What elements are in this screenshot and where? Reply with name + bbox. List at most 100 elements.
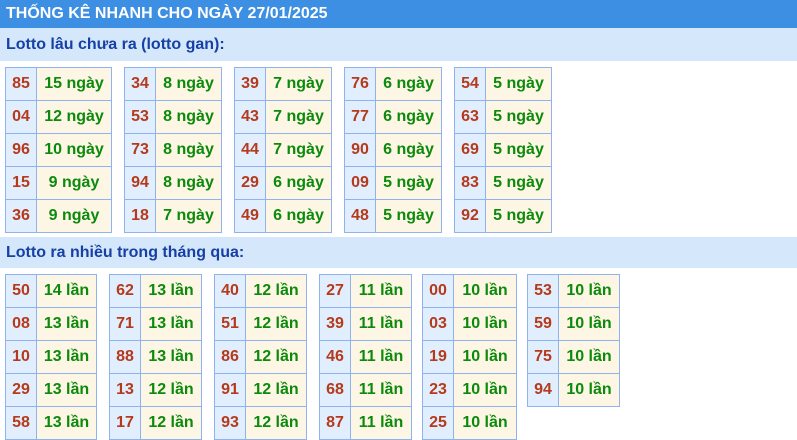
count-cell: 10 lần: [453, 406, 517, 440]
table-row: 87 11 lần: [319, 406, 412, 440]
count-cell: 10 lần: [558, 373, 620, 407]
number-cell: 50: [5, 274, 37, 308]
count-cell: 14 lần: [36, 274, 97, 308]
count-cell: 13 lần: [36, 373, 97, 407]
count-cell: 10 lần: [558, 340, 620, 374]
count-cell: 5 ngày: [485, 100, 552, 134]
number-cell: 18: [124, 199, 156, 233]
table-row: 71 13 lần: [109, 307, 202, 341]
table-row: 76 6 ngày: [344, 67, 442, 101]
number-cell: 76: [344, 67, 376, 101]
table-row: 10 13 lần: [5, 340, 97, 374]
count-cell: 13 lần: [140, 274, 202, 308]
table-row: 51 12 lần: [214, 307, 307, 341]
count-cell: 5 ngày: [485, 199, 552, 233]
number-cell: 39: [319, 307, 351, 341]
table-row: 94 8 ngày: [124, 166, 222, 200]
count-cell: 6 ngày: [375, 67, 442, 101]
number-cell: 87: [319, 406, 351, 440]
table-row: 23 10 lần: [422, 373, 517, 407]
number-cell: 63: [454, 100, 486, 134]
gan-table: 85 15 ngày 04 12 ngày 96 10 ngày 15 9 ngày 36 9 n…: [5, 67, 112, 233]
number-cell: 71: [109, 307, 141, 341]
number-cell: 39: [234, 67, 266, 101]
table-row: 25 10 lần: [422, 406, 517, 440]
count-cell: 5 ngày: [485, 166, 552, 200]
count-cell: 8 ngày: [155, 166, 222, 200]
number-cell: 93: [214, 406, 246, 440]
count-cell: 15 ngày: [36, 67, 112, 101]
table-row: 62 13 lần: [109, 274, 202, 308]
number-cell: 08: [5, 307, 37, 341]
count-cell: 12 lần: [140, 406, 202, 440]
table-row: 48 5 ngày: [344, 199, 442, 233]
table-row: 40 12 lần: [214, 274, 307, 308]
number-cell: 75: [527, 340, 559, 374]
table-row: 94 10 lần: [527, 373, 620, 407]
gan-table: 76 6 ngày 77 6 ngày 90 6 ngày 09 5 ngày 48 5 ngày: [344, 67, 442, 233]
table-row: 91 12 lần: [214, 373, 307, 407]
number-cell: 88: [109, 340, 141, 374]
number-cell: 23: [422, 373, 454, 407]
table-row: 03 10 lần: [422, 307, 517, 341]
count-cell: 6 ngày: [265, 199, 332, 233]
table-row: 39 7 ngày: [234, 67, 332, 101]
number-cell: 15: [5, 166, 37, 200]
number-cell: 40: [214, 274, 246, 308]
number-cell: 73: [124, 133, 156, 167]
count-cell: 9 ngày: [36, 166, 112, 200]
number-cell: 92: [454, 199, 486, 233]
count-cell: 6 ngày: [265, 166, 332, 200]
table-row: 50 14 lần: [5, 274, 97, 308]
count-cell: 6 ngày: [375, 100, 442, 134]
number-cell: 96: [5, 133, 37, 167]
table-row: 83 5 ngày: [454, 166, 552, 200]
table-row: 58 13 lần: [5, 406, 97, 440]
table-row: 00 10 lần: [422, 274, 517, 308]
count-cell: 7 ngày: [265, 67, 332, 101]
table-row: 09 5 ngày: [344, 166, 442, 200]
number-cell: 10: [5, 340, 37, 374]
frequent-table: 62 13 lần 71 13 lần 88 13 lần 13 12 lần 17 12 lần: [109, 274, 202, 440]
count-cell: 11 lần: [350, 274, 412, 308]
count-cell: 7 ngày: [155, 199, 222, 233]
table-row: 93 12 lần: [214, 406, 307, 440]
count-cell: 11 lần: [350, 406, 412, 440]
table-row: 15 9 ngày: [5, 166, 112, 200]
number-cell: 44: [234, 133, 266, 167]
number-cell: 94: [124, 166, 156, 200]
table-row: 86 12 lần: [214, 340, 307, 374]
number-cell: 90: [344, 133, 376, 167]
number-cell: 19: [422, 340, 454, 374]
count-cell: 12 lần: [245, 274, 307, 308]
table-row: 53 10 lần: [527, 274, 620, 308]
count-cell: 12 ngày: [36, 100, 112, 134]
count-cell: 13 lần: [36, 406, 97, 440]
number-cell: 69: [454, 133, 486, 167]
number-cell: 43: [234, 100, 266, 134]
number-cell: 34: [124, 67, 156, 101]
number-cell: 03: [422, 307, 454, 341]
count-cell: 8 ngày: [155, 67, 222, 101]
number-cell: 27: [319, 274, 351, 308]
count-cell: 13 lần: [36, 307, 97, 341]
gan-table: 54 5 ngày 63 5 ngày 69 5 ngày 83 5 ngày 92 5 ngày: [454, 67, 552, 233]
frequent-table: 00 10 lần 03 10 lần 19 10 lần 23 10 lần 25 10 lần: [422, 274, 517, 440]
table-row: 53 8 ngày: [124, 100, 222, 134]
count-cell: 12 lần: [245, 340, 307, 374]
table-row: 29 6 ngày: [234, 166, 332, 200]
section-title-frequent: Lotto ra nhiều trong tháng qua:: [0, 237, 797, 268]
frequent-table: 40 12 lần 51 12 lần 86 12 lần 91 12 lần 93 12 lần: [214, 274, 307, 440]
number-cell: 54: [454, 67, 486, 101]
number-cell: 53: [124, 100, 156, 134]
table-row: 44 7 ngày: [234, 133, 332, 167]
count-cell: 10 lần: [453, 307, 517, 341]
count-cell: 10 lần: [453, 373, 517, 407]
table-row: 18 7 ngày: [124, 199, 222, 233]
count-cell: 12 lần: [245, 406, 307, 440]
number-cell: 13: [109, 373, 141, 407]
number-cell: 00: [422, 274, 454, 308]
number-cell: 68: [319, 373, 351, 407]
table-row: 19 10 lần: [422, 340, 517, 374]
count-cell: 5 ngày: [485, 67, 552, 101]
